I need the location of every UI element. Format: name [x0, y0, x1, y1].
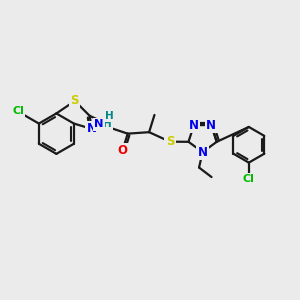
Text: O: O [117, 144, 128, 158]
Text: Cl: Cl [12, 106, 24, 116]
Text: N: N [189, 119, 199, 132]
Text: N: N [198, 146, 208, 159]
Text: Cl: Cl [243, 174, 255, 184]
Text: N: N [87, 122, 97, 135]
Text: N: N [206, 119, 216, 132]
Text: N: N [94, 119, 104, 129]
Text: H: H [103, 119, 112, 129]
Text: S: S [166, 135, 174, 148]
Text: H: H [106, 111, 114, 121]
Text: S: S [70, 94, 79, 107]
Text: N: N [94, 119, 104, 129]
